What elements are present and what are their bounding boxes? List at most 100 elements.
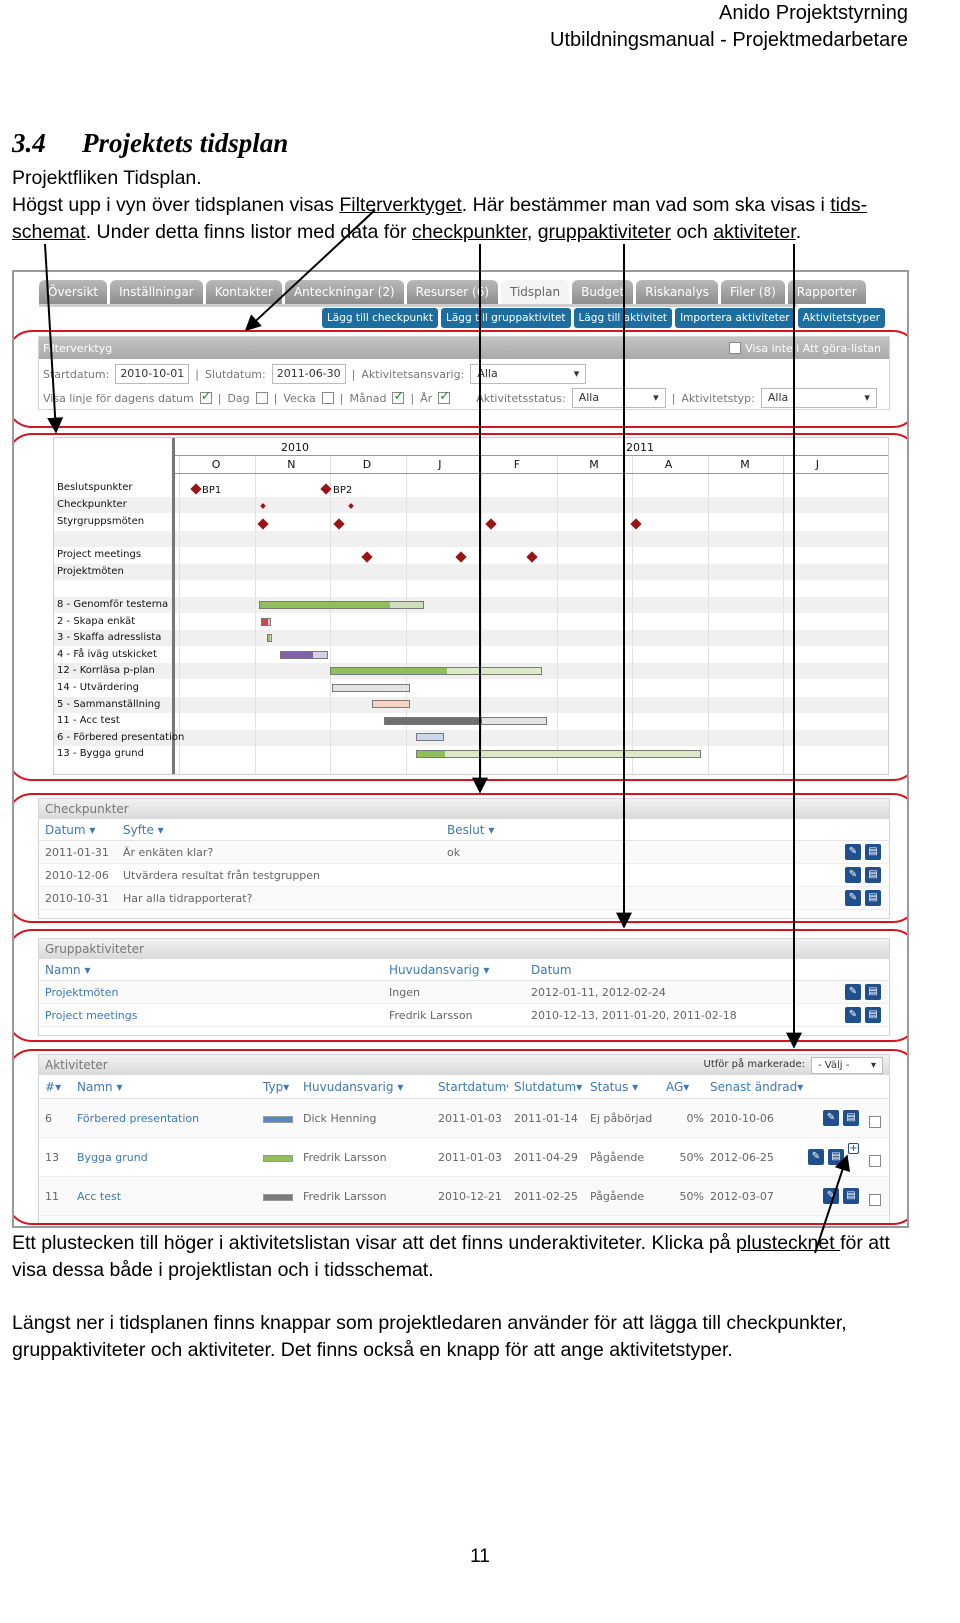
gantt-activity-bar[interactable] xyxy=(267,634,272,642)
col-nr[interactable]: #▾ xyxy=(45,1080,62,1094)
tab-installningar[interactable]: Inställningar xyxy=(110,280,203,304)
col-beslut[interactable]: Beslut ▾ xyxy=(447,823,495,837)
edit-icon[interactable]: ✎ xyxy=(845,867,861,883)
gantt-activity-bar[interactable] xyxy=(332,684,410,692)
gantt-milestone[interactable] xyxy=(485,518,497,530)
edit-icon[interactable]: ✎ xyxy=(845,1007,861,1023)
gantt-milestone[interactable] xyxy=(190,483,202,495)
trash-icon[interactable]: ▤ xyxy=(865,844,881,860)
col-senast-andrad[interactable]: Senast ändrad▾ xyxy=(710,1080,804,1094)
trash-icon[interactable]: ▤ xyxy=(865,1007,881,1023)
gantt-activity-bar[interactable] xyxy=(280,651,328,659)
gantt-activity-bar[interactable] xyxy=(416,733,444,741)
edit-icon[interactable]: ✎ xyxy=(823,1188,839,1204)
status-select[interactable]: Alla ▾ xyxy=(571,388,666,408)
gantt-activity-bar[interactable] xyxy=(261,618,271,626)
dag-checkbox[interactable] xyxy=(255,392,268,404)
ansvarig-select[interactable]: Alla ▾ xyxy=(470,364,587,384)
col-slutdatum[interactable]: Slutdatum▾ xyxy=(514,1080,583,1094)
hide-todo-toggle[interactable]: Visa inte i Att göra-listan xyxy=(729,342,881,355)
cell-namn[interactable]: Bygga grund xyxy=(77,1151,148,1164)
import-activities-button[interactable]: Importera aktiviteter xyxy=(675,308,795,328)
filter-header: Filterverktyg Visa inte i Att göra-lista… xyxy=(39,337,889,359)
gantt-activity-bar[interactable] xyxy=(416,750,701,758)
tab-filer[interactable]: Filer (8) xyxy=(720,280,785,304)
gantt-activity-bar[interactable] xyxy=(330,667,542,675)
filter-row-2: Visa linje för dagens datum | Dag | Veck… xyxy=(43,388,877,408)
gantt-activity-bar[interactable] xyxy=(384,717,547,725)
trash-icon[interactable]: ▤ xyxy=(865,867,881,883)
edit-icon[interactable]: ✎ xyxy=(845,984,861,1000)
edit-icon[interactable]: ✎ xyxy=(823,1110,839,1126)
separator: | xyxy=(217,391,222,405)
gantt-milestone[interactable] xyxy=(526,551,538,563)
col-syfte[interactable]: Syfte ▾ xyxy=(123,823,164,837)
tab-anteckningar[interactable]: Anteckningar (2) xyxy=(284,280,404,304)
col-huvudansvarig[interactable]: Huvudansvarig ▾ xyxy=(303,1080,404,1094)
startdatum-input[interactable]: 2010-10-01 xyxy=(115,364,190,384)
gantt-milestone[interactable] xyxy=(333,518,345,530)
col-datum[interactable]: Datum xyxy=(531,963,572,977)
link-tidsschemat[interactable]: tids- xyxy=(830,194,868,216)
row-select-checkbox[interactable] xyxy=(869,1116,881,1128)
link-gruppaktiviteter[interactable]: gruppaktiviteter xyxy=(537,221,672,243)
activity-types-button[interactable]: Aktivitetstyper xyxy=(797,308,885,328)
edit-icon[interactable]: ✎ xyxy=(845,844,861,860)
vecka-checkbox[interactable] xyxy=(321,392,334,404)
trash-icon[interactable]: ▤ xyxy=(865,890,881,906)
link-plustecknet[interactable]: plustecknet xyxy=(736,1232,841,1254)
add-activity-button[interactable]: Lägg till aktivitet xyxy=(573,308,673,328)
tab-kontakter[interactable]: Kontakter xyxy=(205,280,282,304)
col-ag[interactable]: AG▾ xyxy=(666,1080,690,1094)
col-namn[interactable]: Namn ▾ xyxy=(77,1080,123,1094)
col-datum[interactable]: Datum ▾ xyxy=(45,823,96,837)
gantt-milestone[interactable] xyxy=(455,551,467,563)
trash-icon[interactable]: ▤ xyxy=(828,1149,844,1165)
edit-icon[interactable]: ✎ xyxy=(808,1149,824,1165)
cell-typ xyxy=(257,1138,297,1176)
tab-rapporter[interactable]: Rapporter xyxy=(787,280,866,304)
trash-icon[interactable]: ▤ xyxy=(865,984,881,1000)
cell-namn[interactable]: Acc test xyxy=(77,1190,122,1203)
gantt-activity-bar[interactable] xyxy=(372,700,410,708)
cell-namn[interactable]: Projektmöten xyxy=(45,986,119,999)
tab-budget[interactable]: Budget xyxy=(572,280,634,304)
col-typ[interactable]: Typ▾ xyxy=(263,1080,290,1094)
col-namn[interactable]: Namn ▾ xyxy=(45,963,91,977)
trash-icon[interactable]: ▤ xyxy=(843,1188,859,1204)
link-aktiviteter[interactable]: aktiviteter xyxy=(713,221,796,243)
gantt-milestone[interactable] xyxy=(361,551,373,563)
row-select-checkbox[interactable] xyxy=(869,1194,881,1206)
slutdatum-input[interactable]: 2011-06-30 xyxy=(271,364,346,384)
tab-tidsplan[interactable]: Tidsplan xyxy=(501,280,570,304)
hide-todo-checkbox[interactable] xyxy=(729,342,742,354)
bulk-action-select[interactable]: - Välj - ▾ xyxy=(811,1056,883,1074)
today-line-checkbox[interactable] xyxy=(199,389,212,404)
gantt-month-gridline xyxy=(783,456,784,774)
cell-namn[interactable]: Förbered presentation xyxy=(77,1112,200,1125)
tab-oversikt[interactable]: Översikt xyxy=(39,280,108,304)
cell-status: Pågående xyxy=(590,1190,645,1203)
tab-resurser[interactable]: Resurser (6) xyxy=(406,280,499,304)
tab-riskanalys[interactable]: Riskanalys xyxy=(636,280,718,304)
col-huvudansvarig[interactable]: Huvudansvarig ▾ xyxy=(389,963,490,977)
col-startdatum[interactable]: Startdatum▾ xyxy=(438,1080,508,1094)
add-checkpoint-button[interactable]: Lägg till checkpunkt xyxy=(321,308,439,328)
expand-plus-icon[interactable]: + xyxy=(848,1143,859,1154)
gantt-milestone[interactable] xyxy=(257,518,269,530)
gantt-activity-bar[interactable] xyxy=(259,601,424,609)
ar-checkbox[interactable] xyxy=(438,389,451,404)
trash-icon[interactable]: ▤ xyxy=(843,1110,859,1126)
col-status[interactable]: Status ▾ xyxy=(590,1080,639,1094)
manad-checkbox[interactable] xyxy=(392,389,405,404)
add-group-activity-button[interactable]: Lägg till gruppaktivitet xyxy=(441,308,571,328)
cell-namn[interactable]: Project meetings xyxy=(45,1009,138,1022)
typ-select[interactable]: Alla ▾ xyxy=(760,388,877,408)
edit-icon[interactable]: ✎ xyxy=(845,890,861,906)
para2-text: för att visa dessa både i projektlistan … xyxy=(12,1232,890,1281)
link-tidsschemat-end[interactable]: schemat xyxy=(12,221,86,243)
link-checkpunkter[interactable]: checkpunkter xyxy=(411,221,527,243)
row-select-checkbox[interactable] xyxy=(869,1155,881,1167)
link-filterverktyget[interactable]: Filterverktyget xyxy=(339,194,462,216)
gantt-month-gridline xyxy=(330,456,331,774)
